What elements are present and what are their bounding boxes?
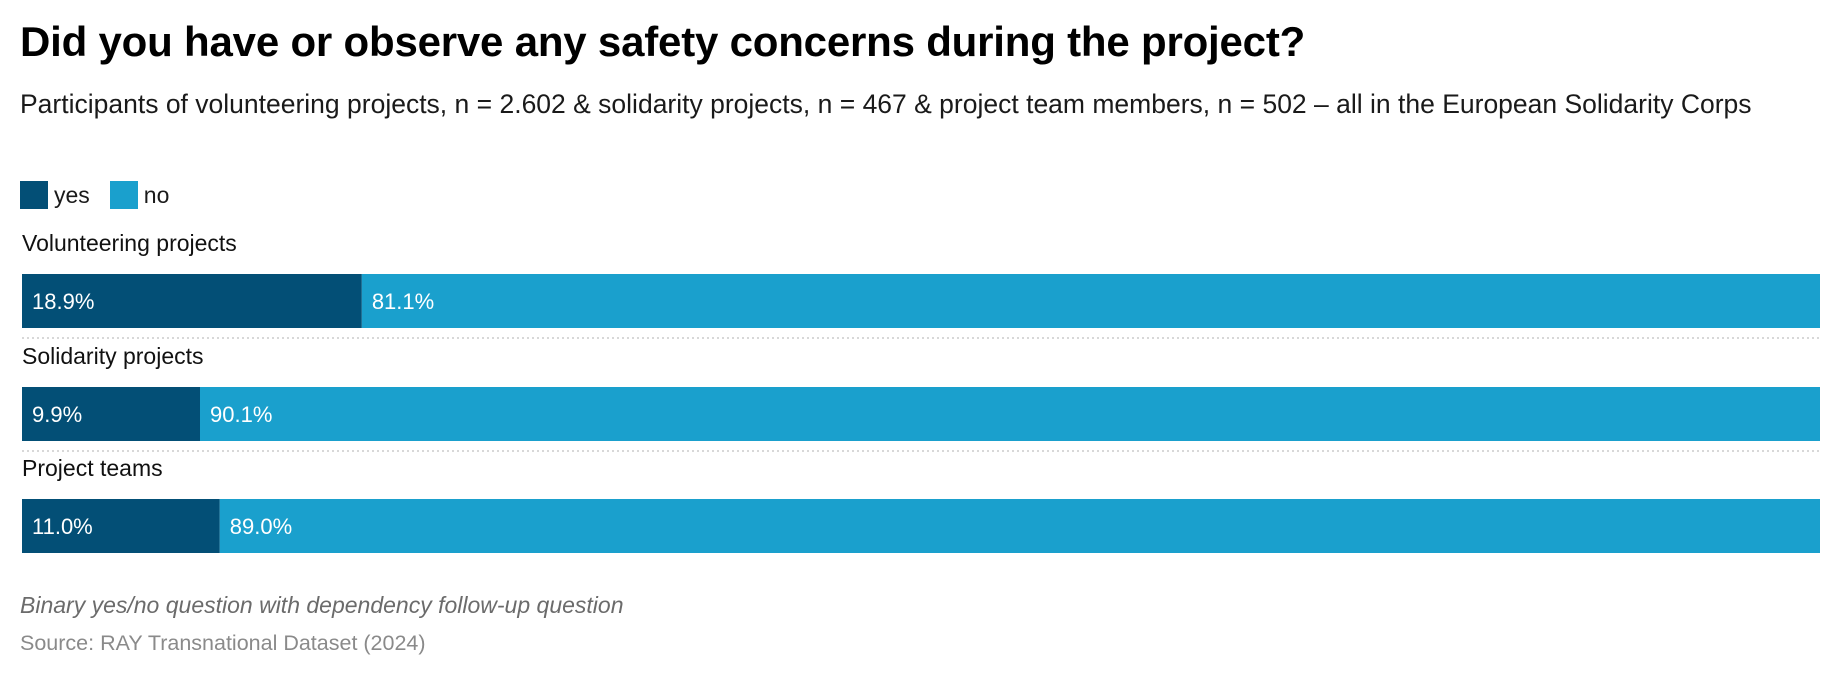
- category-label: Solidarity projects: [22, 343, 204, 369]
- bar-yes: [22, 387, 201, 441]
- legend: yes no: [20, 181, 189, 209]
- legend-label-yes: yes: [54, 181, 90, 208]
- legend-swatch-no: [109, 181, 138, 209]
- legend-swatch-yes: [20, 181, 48, 209]
- bar-yes: [22, 274, 362, 328]
- bar-no: [219, 499, 1820, 553]
- chart-title: Did you have or observe any safety conce…: [20, 18, 1306, 65]
- data-label-yes: 9.9%: [32, 402, 82, 427]
- bar-no: [361, 274, 1820, 328]
- chart-source: Source: RAY Transnational Dataset (2024): [20, 631, 426, 655]
- legend-label-no: no: [143, 181, 170, 208]
- data-label-no: 89.0%: [230, 514, 292, 539]
- category-label: Volunteering projects: [22, 230, 237, 256]
- bar-no: [200, 387, 1821, 441]
- chart-footnote: Binary yes/no question with dependency f…: [20, 592, 624, 618]
- chart-subtitle: Participants of volunteering projects, n…: [20, 89, 1752, 119]
- data-label-no: 90.1%: [210, 402, 272, 427]
- data-label-yes: 18.9%: [32, 289, 94, 314]
- legend-item-no: no: [109, 181, 170, 209]
- category-label: Project teams: [22, 455, 163, 481]
- data-label-no: 81.1%: [372, 289, 434, 314]
- legend-item-yes: yes: [20, 181, 90, 209]
- data-label-yes: 11.0%: [32, 514, 93, 539]
- bar-yes: [22, 499, 220, 553]
